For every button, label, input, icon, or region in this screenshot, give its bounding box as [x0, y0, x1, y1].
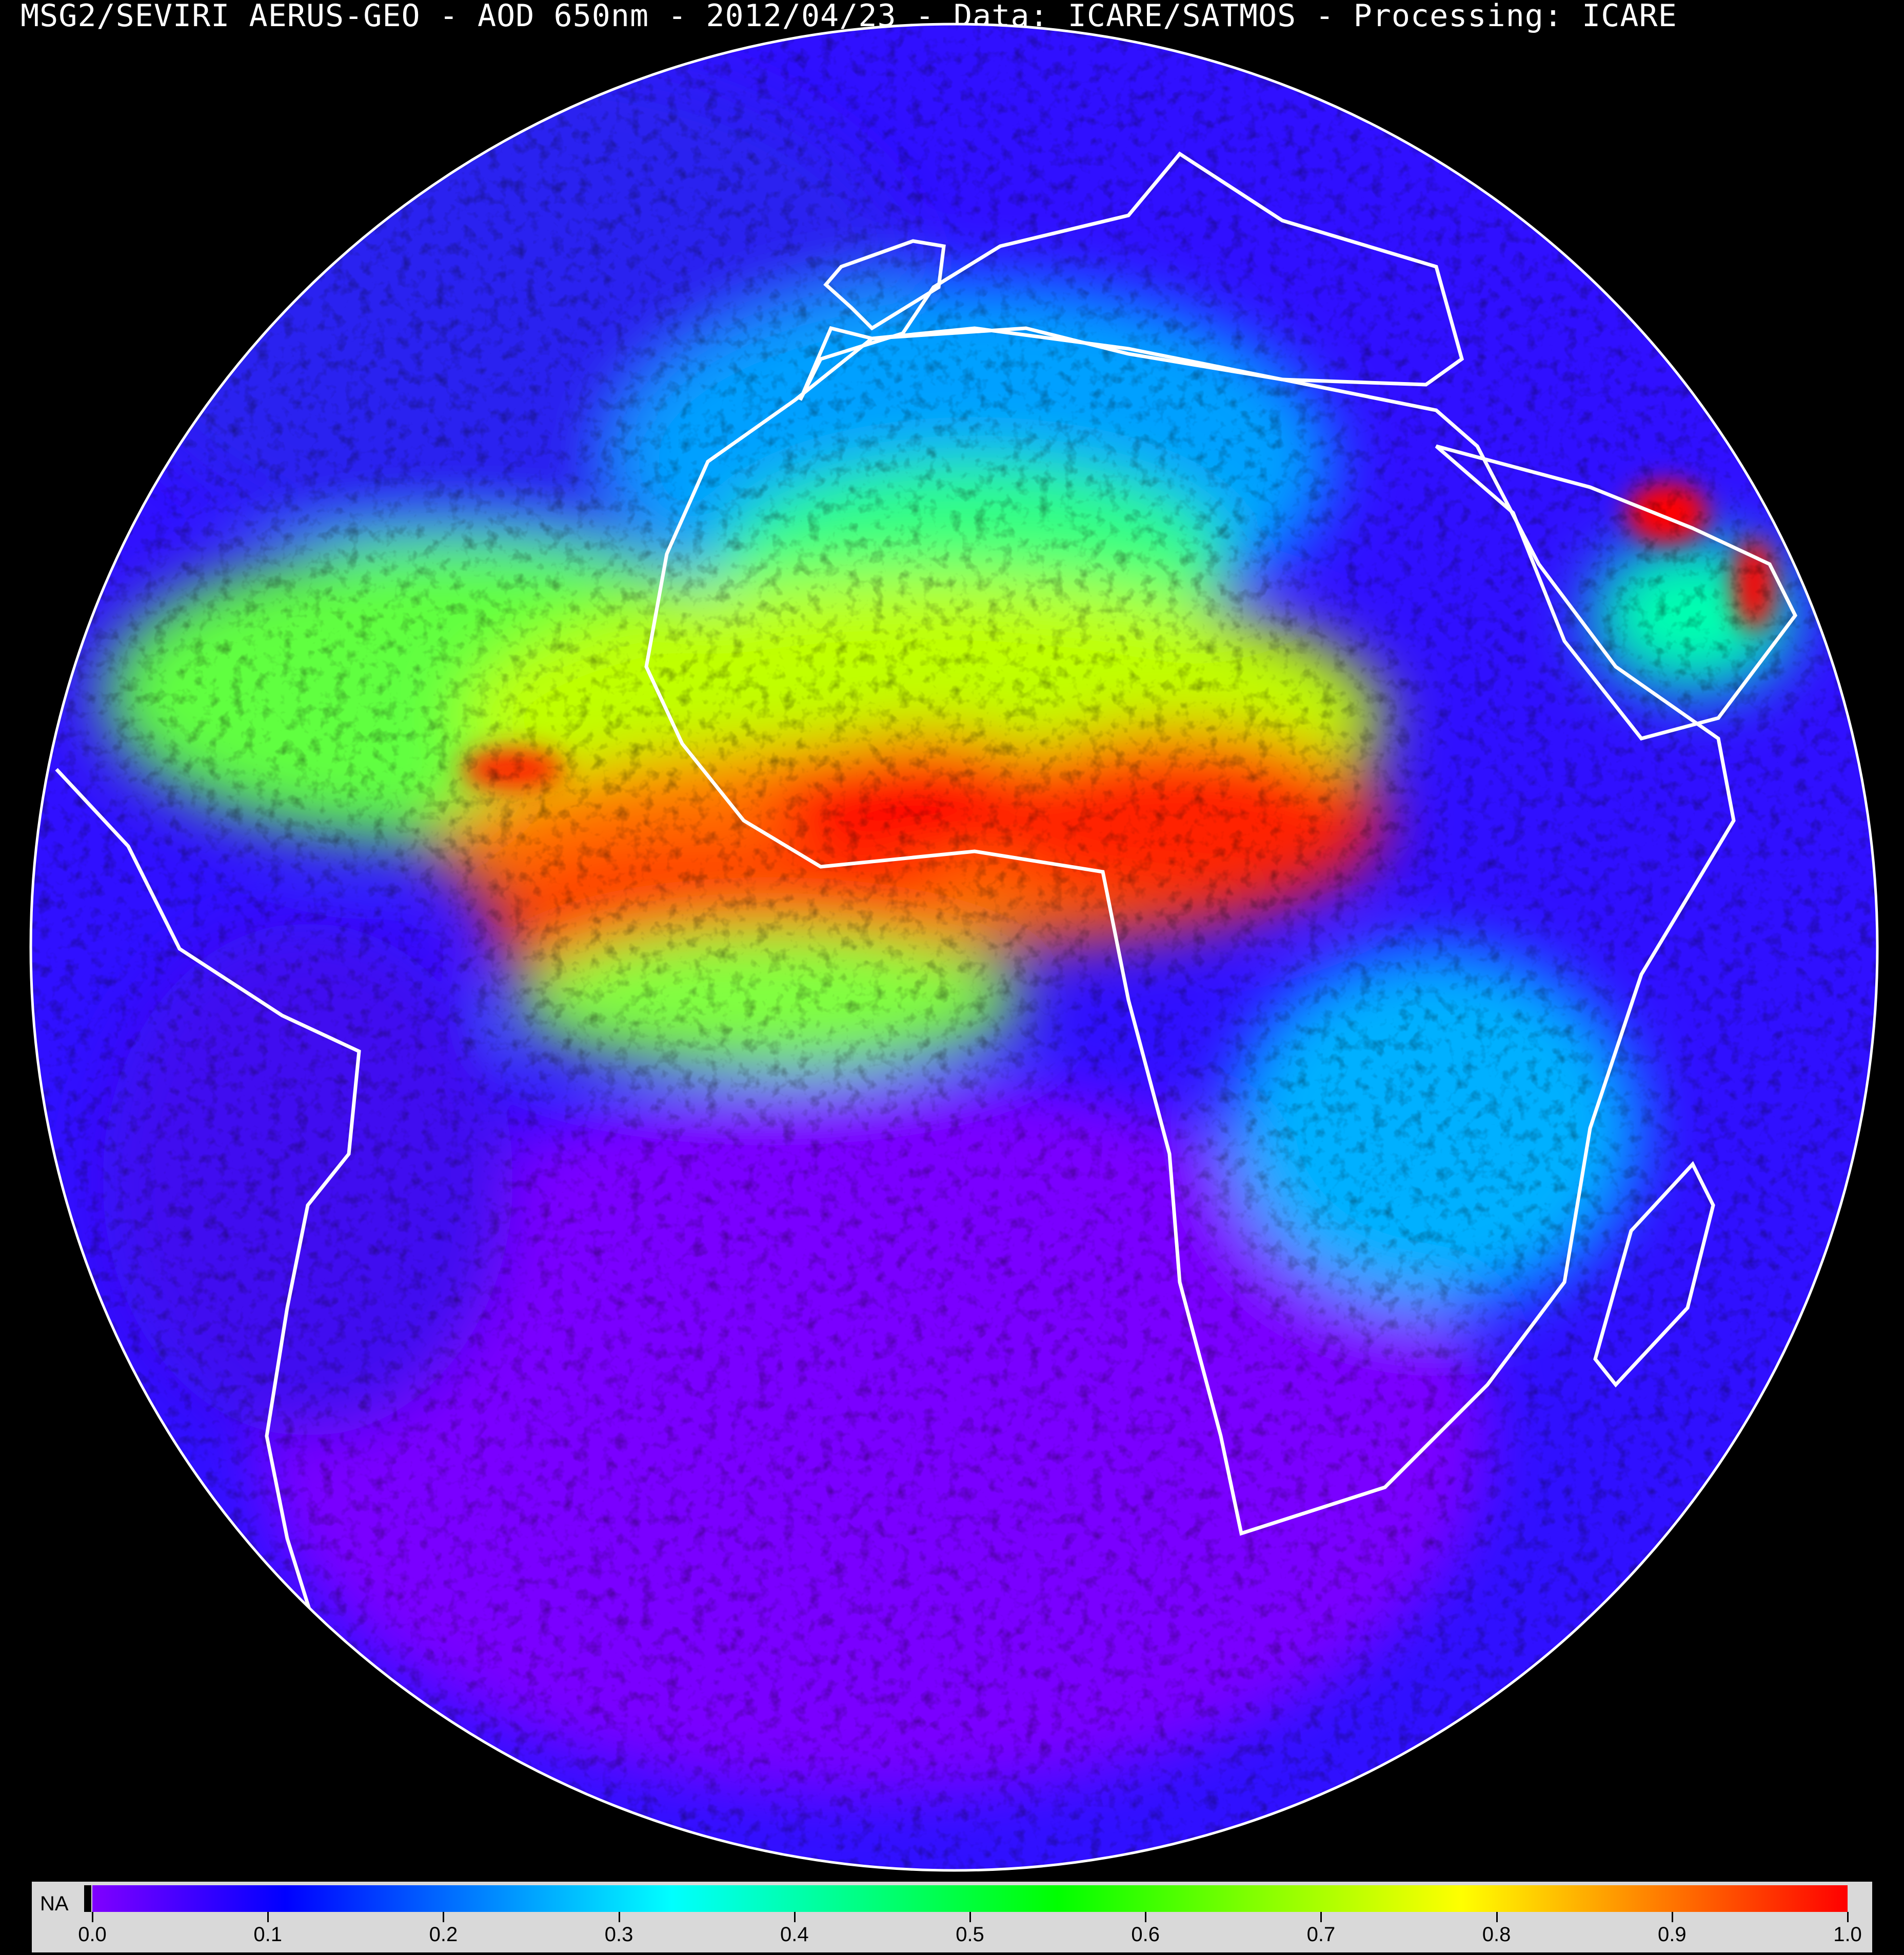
- colorbar-tick: [443, 1912, 445, 1922]
- earth-disk-aod-map: [29, 23, 1879, 1872]
- coastlines: [55, 151, 1798, 1622]
- disk-limb: [29, 23, 1879, 1872]
- colorbar-tick-label: 0.3: [604, 1923, 633, 1946]
- colorbar-tick-label: 0.6: [1131, 1923, 1160, 1946]
- colorbar-tick-label: 0.8: [1482, 1923, 1511, 1946]
- colorbar-tick: [969, 1912, 971, 1922]
- na-swatch: [84, 1885, 91, 1912]
- colorbar-tick-label: 0.4: [780, 1923, 809, 1946]
- colorbar-tick: [618, 1912, 620, 1922]
- aod-field: [31, 24, 1877, 1870]
- colorbar-tick-label: 0.1: [253, 1923, 282, 1946]
- map-title: MSG2/SEVIRI AERUS-GEO - AOD 650nm - 2012…: [21, 0, 1677, 34]
- colorbar-gradient: [92, 1885, 1848, 1912]
- colorbar-tick-label: 0.0: [78, 1923, 107, 1946]
- colorbar-tick: [794, 1912, 796, 1922]
- na-label: NA: [40, 1892, 69, 1915]
- colorbar-tick: [92, 1912, 93, 1922]
- colorbar-tick: [1671, 1912, 1673, 1922]
- colorbar-tick-label: 0.9: [1657, 1923, 1687, 1946]
- colorbar-tick-label: 0.7: [1306, 1923, 1336, 1946]
- colorbar-tick: [1847, 1912, 1849, 1922]
- colorbar-tick: [1320, 1912, 1322, 1922]
- colorbar-tick-label: 0.5: [956, 1923, 984, 1946]
- colorbar-tick-label: 1.0: [1833, 1923, 1862, 1946]
- colorbar-tick: [1145, 1912, 1147, 1922]
- colorbar-tick: [267, 1912, 269, 1922]
- colorbar-tick-label: 0.2: [429, 1923, 458, 1946]
- colorbar-tick: [1496, 1912, 1498, 1922]
